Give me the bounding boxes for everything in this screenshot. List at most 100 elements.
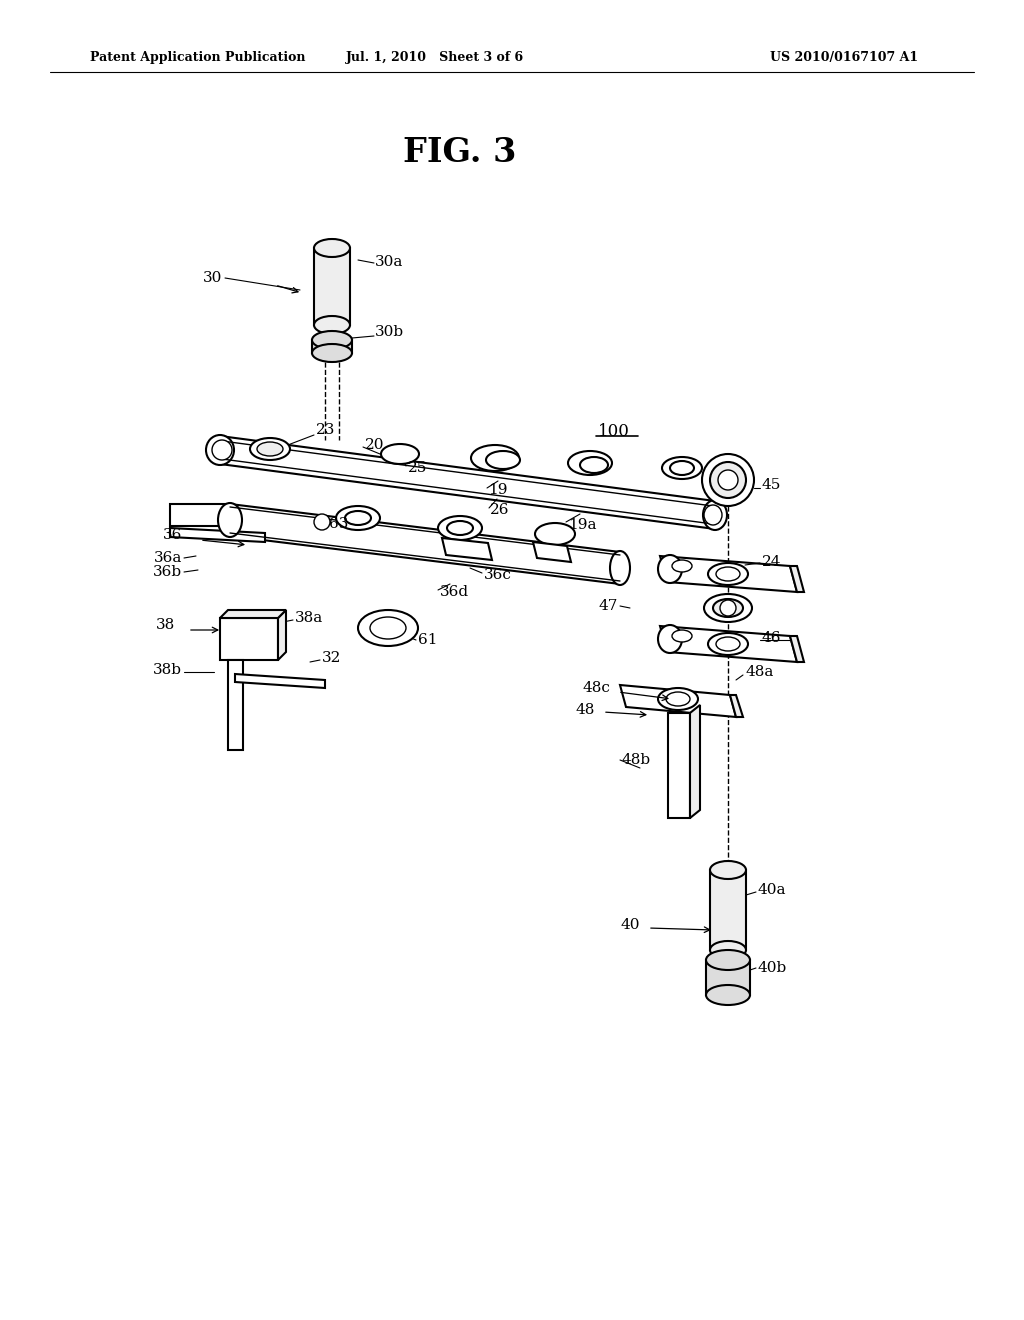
Polygon shape bbox=[534, 543, 571, 562]
Ellipse shape bbox=[471, 445, 519, 471]
Ellipse shape bbox=[568, 451, 612, 475]
Text: 36a: 36a bbox=[154, 550, 182, 565]
Text: 45: 45 bbox=[762, 478, 781, 492]
Polygon shape bbox=[660, 626, 797, 663]
Ellipse shape bbox=[706, 985, 750, 1005]
Polygon shape bbox=[228, 660, 243, 750]
Text: 19: 19 bbox=[488, 483, 508, 498]
Ellipse shape bbox=[312, 345, 352, 362]
Polygon shape bbox=[220, 610, 286, 618]
Ellipse shape bbox=[218, 503, 242, 537]
Ellipse shape bbox=[447, 521, 473, 535]
Text: 20: 20 bbox=[365, 438, 384, 451]
Text: FIG. 3: FIG. 3 bbox=[403, 136, 517, 169]
Ellipse shape bbox=[708, 634, 748, 655]
Ellipse shape bbox=[710, 861, 746, 879]
Polygon shape bbox=[690, 705, 700, 818]
Text: 26: 26 bbox=[490, 503, 510, 517]
Polygon shape bbox=[442, 539, 492, 560]
Ellipse shape bbox=[486, 451, 520, 469]
Text: 36b: 36b bbox=[153, 565, 182, 579]
Ellipse shape bbox=[358, 610, 418, 645]
Text: 47: 47 bbox=[599, 599, 618, 612]
Ellipse shape bbox=[314, 239, 350, 257]
Text: Patent Application Publication: Patent Application Publication bbox=[90, 51, 305, 65]
Text: 19a: 19a bbox=[568, 517, 597, 532]
Ellipse shape bbox=[257, 442, 283, 455]
Polygon shape bbox=[170, 504, 230, 525]
Ellipse shape bbox=[580, 457, 608, 473]
Text: 23: 23 bbox=[316, 422, 336, 437]
Text: 40: 40 bbox=[621, 917, 640, 932]
Text: 38: 38 bbox=[156, 618, 175, 632]
Circle shape bbox=[314, 513, 330, 531]
Ellipse shape bbox=[716, 638, 740, 651]
Ellipse shape bbox=[381, 444, 419, 465]
Circle shape bbox=[720, 601, 736, 616]
Ellipse shape bbox=[702, 454, 754, 506]
Ellipse shape bbox=[658, 688, 698, 710]
Ellipse shape bbox=[713, 599, 743, 616]
Ellipse shape bbox=[250, 438, 290, 459]
Text: 48a: 48a bbox=[745, 665, 773, 678]
Ellipse shape bbox=[706, 950, 750, 970]
Ellipse shape bbox=[212, 440, 232, 459]
Text: 36d: 36d bbox=[440, 585, 469, 599]
Text: 30b: 30b bbox=[375, 325, 404, 339]
Ellipse shape bbox=[336, 506, 380, 531]
Polygon shape bbox=[620, 685, 736, 717]
Ellipse shape bbox=[662, 457, 702, 479]
Ellipse shape bbox=[708, 564, 748, 585]
Ellipse shape bbox=[610, 550, 630, 585]
Ellipse shape bbox=[535, 523, 575, 545]
Text: 48: 48 bbox=[575, 704, 595, 717]
Text: 100: 100 bbox=[598, 424, 630, 441]
Text: US 2010/0167107 A1: US 2010/0167107 A1 bbox=[770, 51, 919, 65]
Text: 24: 24 bbox=[762, 554, 781, 569]
Ellipse shape bbox=[705, 594, 752, 622]
Ellipse shape bbox=[710, 941, 746, 960]
Text: 38a: 38a bbox=[295, 611, 324, 624]
Ellipse shape bbox=[206, 436, 234, 465]
Ellipse shape bbox=[672, 630, 692, 642]
Ellipse shape bbox=[345, 511, 371, 525]
Polygon shape bbox=[170, 528, 265, 543]
Ellipse shape bbox=[705, 506, 722, 525]
Text: 36: 36 bbox=[163, 528, 182, 543]
Polygon shape bbox=[230, 504, 620, 583]
Text: 46: 46 bbox=[762, 631, 781, 645]
Polygon shape bbox=[660, 556, 797, 591]
Polygon shape bbox=[790, 566, 804, 591]
Ellipse shape bbox=[370, 616, 406, 639]
Text: 38b: 38b bbox=[153, 663, 182, 677]
Polygon shape bbox=[706, 960, 750, 995]
Text: 36c: 36c bbox=[484, 568, 512, 582]
Polygon shape bbox=[730, 696, 743, 717]
Ellipse shape bbox=[666, 692, 690, 706]
Polygon shape bbox=[278, 610, 286, 660]
Text: 63: 63 bbox=[329, 517, 348, 531]
Text: 30a: 30a bbox=[375, 255, 403, 269]
Polygon shape bbox=[668, 713, 690, 818]
Polygon shape bbox=[790, 636, 804, 663]
Text: 61: 61 bbox=[418, 634, 437, 647]
Polygon shape bbox=[710, 870, 746, 950]
Ellipse shape bbox=[716, 568, 740, 581]
Ellipse shape bbox=[658, 554, 682, 583]
Polygon shape bbox=[234, 675, 325, 688]
Ellipse shape bbox=[658, 624, 682, 653]
Text: 32: 32 bbox=[322, 651, 341, 665]
Text: 40b: 40b bbox=[758, 961, 787, 975]
Polygon shape bbox=[220, 436, 715, 529]
Text: 25: 25 bbox=[408, 461, 427, 475]
Ellipse shape bbox=[672, 560, 692, 572]
Ellipse shape bbox=[314, 315, 350, 334]
Ellipse shape bbox=[438, 516, 482, 540]
Polygon shape bbox=[220, 618, 278, 660]
Text: 30: 30 bbox=[203, 271, 222, 285]
Ellipse shape bbox=[710, 462, 746, 498]
Ellipse shape bbox=[703, 500, 727, 531]
Polygon shape bbox=[314, 248, 350, 325]
Text: 48b: 48b bbox=[622, 752, 651, 767]
Text: Jul. 1, 2010   Sheet 3 of 6: Jul. 1, 2010 Sheet 3 of 6 bbox=[346, 51, 524, 65]
